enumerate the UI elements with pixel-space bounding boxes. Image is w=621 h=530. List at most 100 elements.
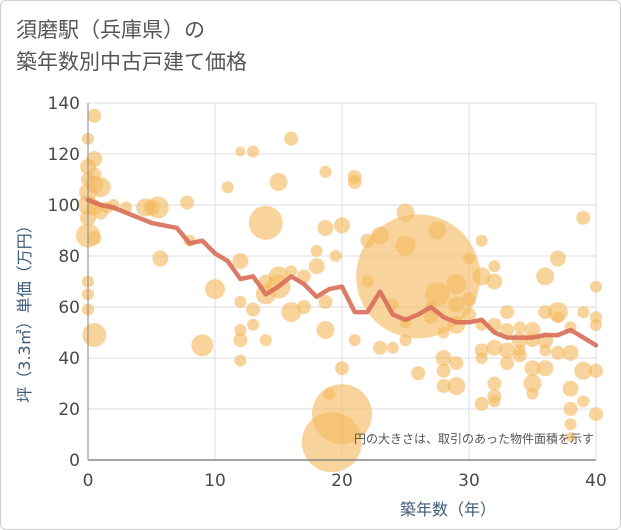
data-bubble <box>448 296 465 313</box>
data-bubble <box>437 326 450 339</box>
data-bubble <box>296 300 311 314</box>
data-bubble <box>146 196 169 219</box>
data-bubble <box>247 145 260 158</box>
data-bubble <box>562 344 579 361</box>
data-bubble <box>562 380 579 397</box>
data-bubble <box>589 407 603 422</box>
y-axis-title: 坪（3.3㎡）単価（万円） <box>15 217 34 402</box>
data-bubble <box>281 302 302 323</box>
data-bubble <box>436 363 451 378</box>
data-bubble <box>435 350 452 366</box>
data-bubble <box>319 165 332 178</box>
data-bubble <box>486 273 503 290</box>
data-bubble <box>285 265 298 278</box>
data-bubble <box>428 221 447 240</box>
data-bubble <box>576 210 591 225</box>
data-bubble <box>191 334 214 357</box>
trend-line-layer <box>85 197 599 348</box>
chart-title-line1: 須磨駅（兵庫県）の <box>16 18 205 42</box>
data-bubble <box>308 258 325 275</box>
data-bubble <box>87 231 102 246</box>
data-bubble <box>524 321 541 338</box>
data-bubble <box>259 334 272 347</box>
data-bubble <box>488 260 501 273</box>
data-bubble <box>564 418 577 431</box>
data-bubble <box>500 322 515 337</box>
data-bubble <box>512 348 527 363</box>
data-bubble <box>462 292 476 307</box>
data-bubble <box>269 173 288 192</box>
data-bubble <box>87 108 102 123</box>
data-bubble <box>590 318 602 331</box>
x-tick-label: 20 <box>331 471 353 491</box>
y-tick-label: 0 <box>69 451 80 471</box>
data-bubble <box>472 267 491 286</box>
data-bubble <box>590 280 602 293</box>
data-bubble <box>524 360 541 377</box>
y-tick-label: 60 <box>58 298 80 318</box>
data-bubble <box>474 396 489 411</box>
data-bubble <box>551 311 564 324</box>
data-bubble <box>152 250 169 267</box>
data-bubble <box>513 321 526 334</box>
data-bubble <box>310 244 323 257</box>
data-bubble <box>500 356 515 371</box>
data-bubble <box>536 267 555 286</box>
x-tick-label: 40 <box>585 471 607 491</box>
bubble-size-note: 円の大きさは、取引のあった物件面積を示す <box>354 431 594 446</box>
data-bubble <box>565 432 576 443</box>
data-bubble <box>436 379 451 394</box>
data-bubble <box>487 376 502 391</box>
data-bubble <box>589 363 603 378</box>
y-tick-label: 100 <box>48 196 80 216</box>
data-bubble <box>526 387 539 400</box>
data-bubble <box>334 217 350 234</box>
data-bubble <box>449 356 464 371</box>
y-tick-label: 140 <box>48 94 80 114</box>
data-bubble <box>348 334 361 347</box>
data-bubble <box>423 310 438 325</box>
data-bubble <box>499 342 516 359</box>
data-bubble <box>90 177 111 198</box>
data-bubble <box>317 219 334 236</box>
data-bubble <box>318 294 333 309</box>
data-bubble <box>82 323 107 348</box>
data-bubble <box>475 352 488 364</box>
data-bubble <box>539 344 552 357</box>
data-bubble <box>205 279 225 300</box>
data-bubble <box>577 395 590 408</box>
data-bubble <box>233 333 248 348</box>
data-bubble <box>246 302 261 317</box>
data-bubble <box>577 306 590 319</box>
data-bubble <box>523 374 542 393</box>
data-bubble <box>425 282 450 307</box>
data-bubble <box>234 354 247 367</box>
x-axis-title: 築年数（年） <box>400 500 496 519</box>
axes <box>87 103 596 461</box>
average-price-line <box>85 197 599 348</box>
y-tick-label: 80 <box>58 247 80 267</box>
data-bubble <box>316 320 335 339</box>
tick-labels: 0 20 40 60 80 100 120 140 0 10 20 30 40 <box>48 94 607 491</box>
chart-title-line2: 築年数別中古戸建て価格 <box>16 50 247 74</box>
data-bubble <box>574 361 593 380</box>
data-bubble <box>284 131 299 146</box>
bubble-layer <box>76 108 603 473</box>
data-bubble <box>447 377 466 396</box>
data-bubble <box>86 151 103 168</box>
data-bubble <box>335 361 349 376</box>
data-bubble <box>463 252 475 265</box>
data-bubble <box>301 412 362 473</box>
data-bubble <box>537 360 554 377</box>
data-bubble <box>386 341 399 354</box>
data-bubble <box>411 366 426 381</box>
data-bubble <box>500 305 515 320</box>
data-bubble <box>221 181 234 194</box>
data-bubble <box>232 253 249 270</box>
y-tick-label: 40 <box>58 349 80 369</box>
y-tick-label: 20 <box>58 400 80 420</box>
data-bubble <box>234 295 247 308</box>
data-bubble <box>329 250 342 262</box>
data-bubble <box>347 175 362 190</box>
